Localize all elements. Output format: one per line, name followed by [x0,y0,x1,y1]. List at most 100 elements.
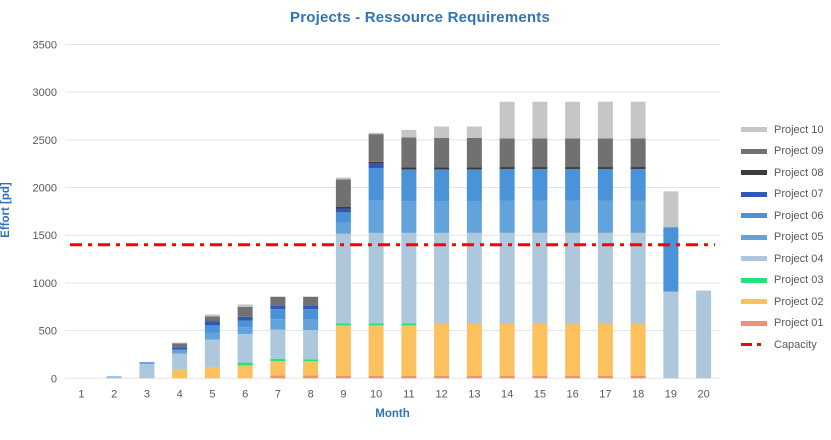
bar-segment [303,305,319,310]
bar-segment [270,309,286,320]
bar-segment [368,134,384,162]
x-tick-label: 12 [436,388,448,400]
bar-segment [172,349,188,354]
x-axis-title: Month [375,408,410,420]
bar-segment [335,233,351,324]
bar-segment [565,232,581,324]
bar-segment [172,343,188,348]
legend-label: Project 04 [774,252,824,265]
legend-label: Project 07 [774,188,824,201]
bar-segment [532,101,548,139]
bar-segment [172,347,188,350]
bar-segment [663,191,679,228]
legend-item: Project 01 [741,313,824,335]
bar-segment [401,137,417,168]
x-tick-label: 4 [177,388,183,400]
bar-segment [335,179,351,207]
bar-segment [499,168,515,201]
x-tick-label: 6 [242,388,248,400]
x-tick-label: 20 [698,388,710,400]
bar-segment [204,325,220,333]
bar-segment [532,167,548,169]
bar-segment [303,375,319,379]
bar-segment [303,361,319,376]
bar-segment [499,200,515,233]
legend-item-capacity: Capacity [741,334,824,356]
bar-segment [204,321,220,326]
bar-segment [335,206,351,209]
legend: Project 10 Project 09 Project 08 Project 07… [741,119,824,356]
bar-segment [303,359,319,362]
legend-item: Project 03 [741,270,824,292]
bar-segment [499,375,515,379]
bar-segment [204,314,220,317]
bar-segment [270,375,286,379]
bar-segment [597,200,613,233]
bar-segment [270,319,286,330]
bar-segment [630,167,646,169]
bar-segment [335,375,351,379]
bar-segment [630,375,646,379]
bar-segment [434,137,450,168]
bar-segment [401,232,417,324]
bar-segment [172,353,188,370]
x-tick-label: 9 [340,388,346,400]
bar-segment [368,132,384,135]
y-tick-label: 3000 [33,87,57,99]
bar-segment [335,212,351,223]
legend-item: Project 06 [741,205,824,227]
legend-label: Project 06 [774,209,824,222]
bar-segment [237,304,253,307]
bar-segment [499,323,515,376]
legend-swatch [741,127,767,133]
bar-segment [434,201,450,233]
legend-swatch [741,213,767,219]
bar-segment [630,168,646,201]
legend-item: Project 07 [741,184,824,206]
bar-segment [466,232,482,324]
bar-segment [663,227,679,292]
bar-segment [368,325,384,376]
x-tick-label: 13 [468,388,480,400]
bar-segment [335,222,351,234]
bar-segment [532,232,548,324]
legend-label: Project 01 [774,317,824,330]
capacity-line-swatch [741,343,767,347]
bar-segment [499,138,515,168]
bar-segment [696,290,712,379]
bar-segment [565,167,581,169]
y-tick-label: 1000 [33,278,57,290]
bar-segment [270,361,286,376]
legend-swatch [741,170,767,176]
bar-segment [532,200,548,233]
bar-segment [663,291,679,379]
bar-segment [172,369,188,379]
legend-swatch [741,320,767,326]
bar-segment [204,339,220,367]
bar-segment [434,167,450,170]
bar-segment [237,365,253,379]
legend-item: Project 05 [741,227,824,249]
legend-label: Project 05 [774,231,824,244]
bar-segment [630,232,646,324]
bar-segment [597,168,613,201]
bar-segment [106,377,122,379]
bar-segment [368,200,384,233]
x-tick-label: 2 [111,388,117,400]
legend-swatch [741,277,767,283]
bar-segment [204,366,220,379]
bar-segment [466,167,482,170]
bar-segment [368,375,384,379]
bar-segment [139,363,155,379]
bar-segment [466,375,482,379]
legend-label: Project 08 [774,166,824,179]
bar-segment [630,138,646,168]
bar-segment [499,101,515,139]
bar-segment [335,177,351,180]
x-tick-label: 17 [599,388,611,400]
bar-segment [597,138,613,168]
bar-segment [368,323,384,326]
bar-segment [597,101,613,139]
x-tick-label: 15 [534,388,546,400]
